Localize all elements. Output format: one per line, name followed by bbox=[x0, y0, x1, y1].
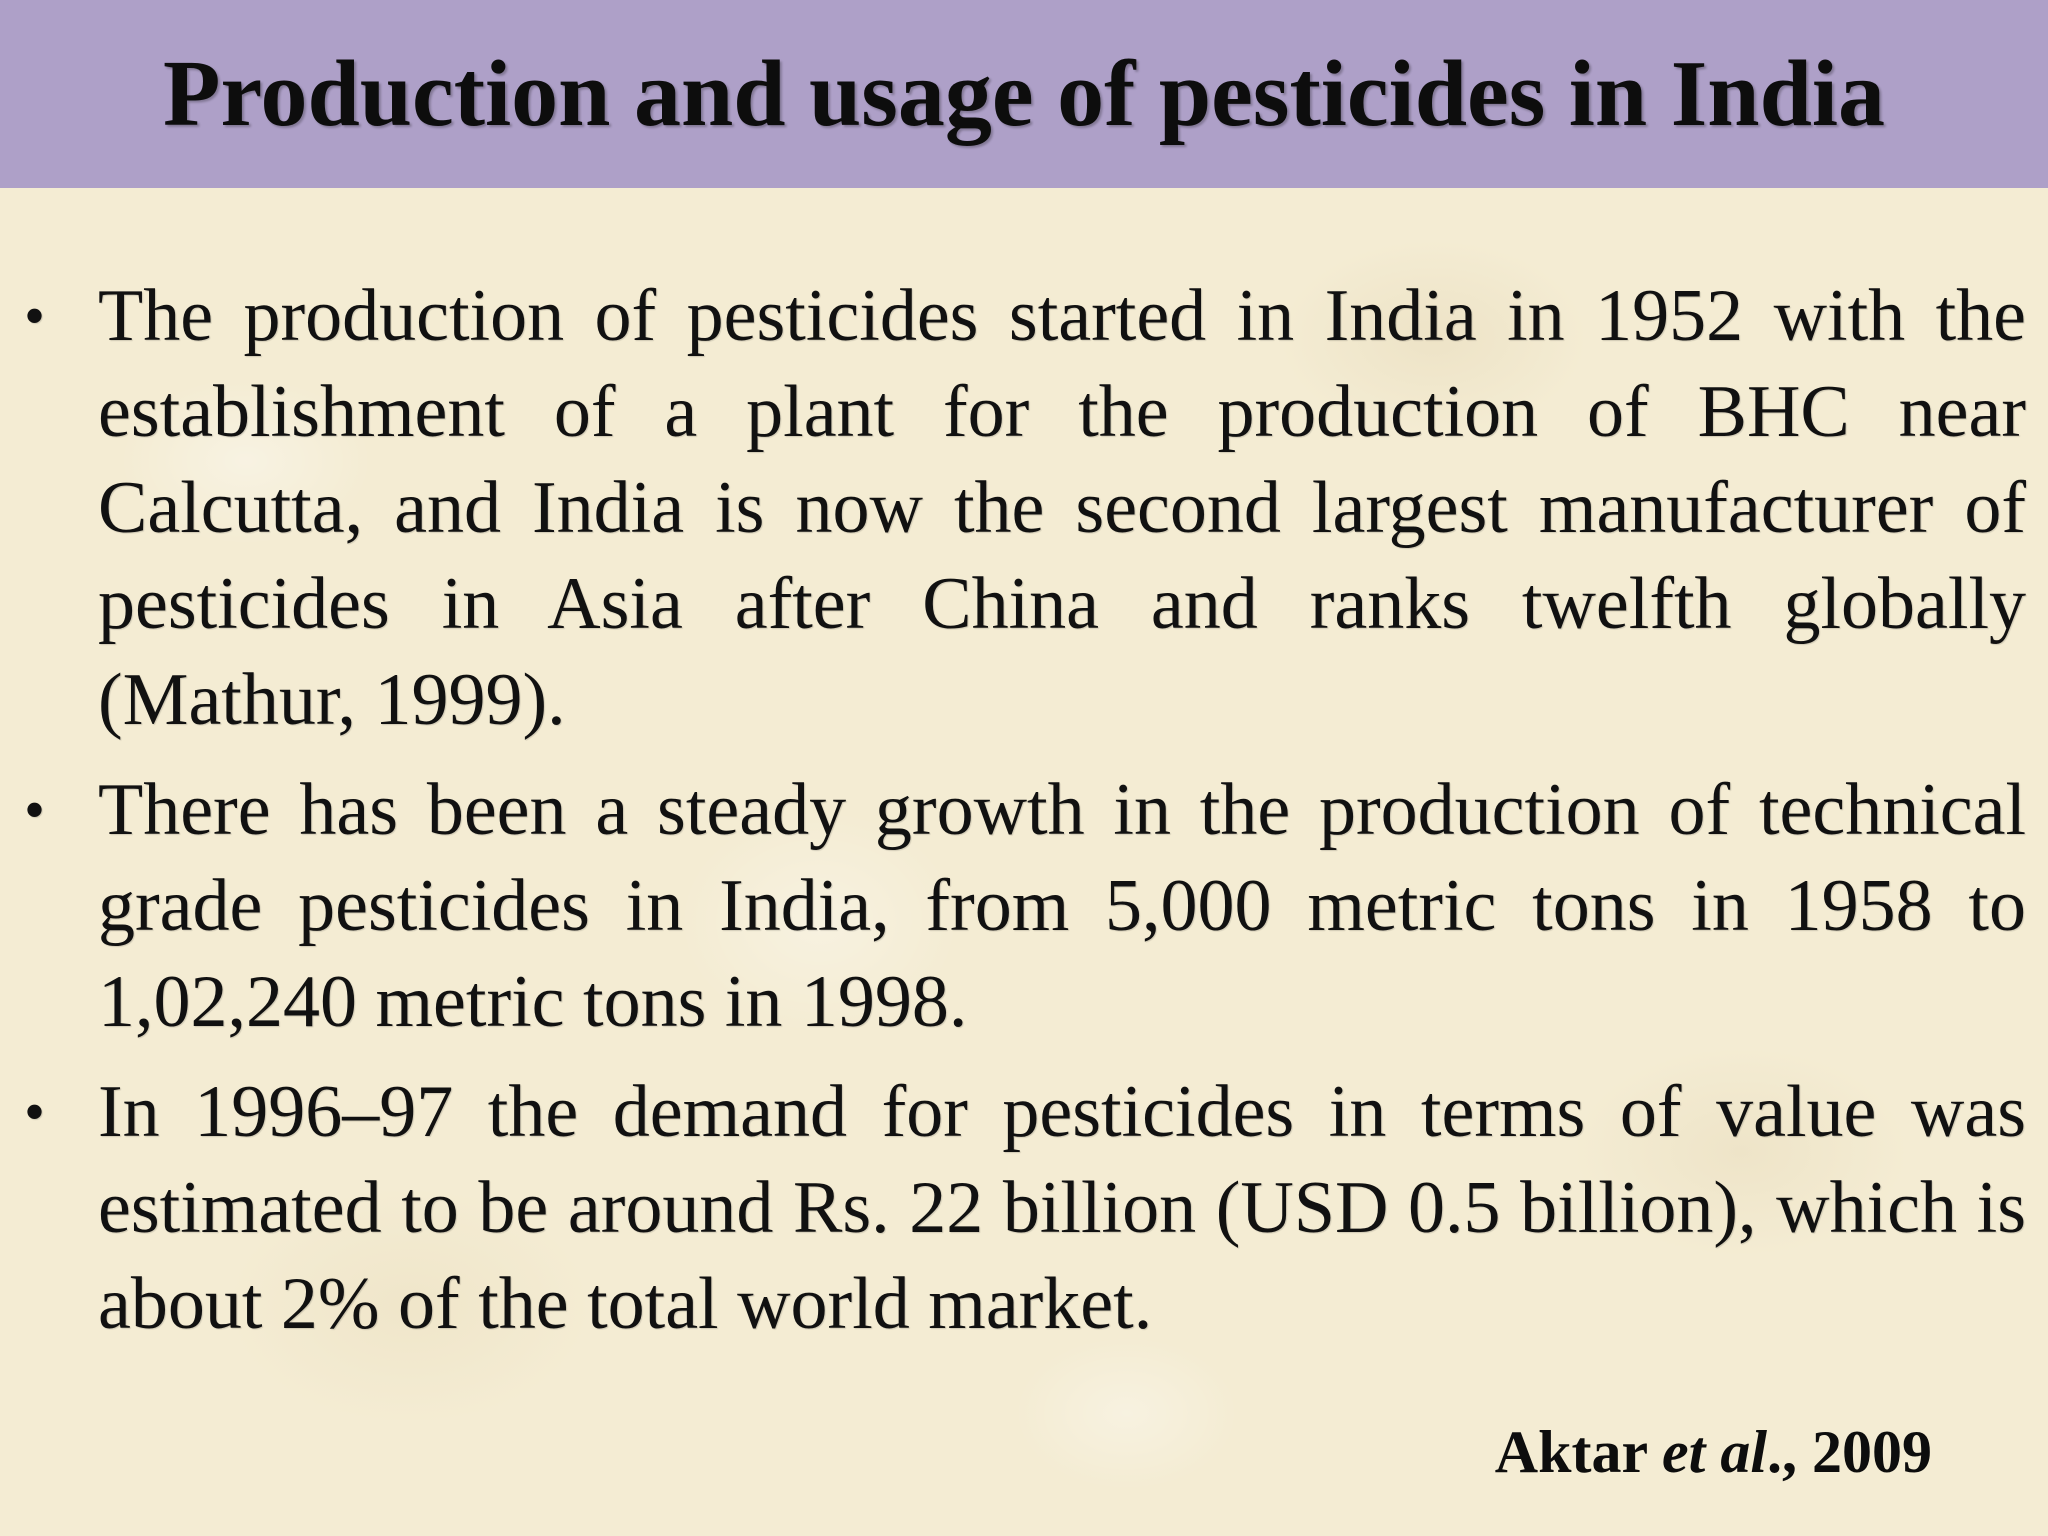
citation-author: Aktar bbox=[1494, 1419, 1663, 1485]
bullet-item: • In 1996–97 the demand for pesticides i… bbox=[0, 1064, 2048, 1352]
bullet-marker: • bbox=[24, 777, 46, 843]
bullet-marker: • bbox=[24, 1079, 46, 1145]
bullet-item: • The production of pesticides started i… bbox=[0, 268, 2048, 748]
bullet-marker: • bbox=[24, 283, 46, 349]
citation-etal: et al bbox=[1662, 1419, 1767, 1485]
bullet-text: The production of pesticides started in … bbox=[98, 275, 2026, 741]
bullet-list: • The production of pesticides started i… bbox=[0, 268, 2048, 1352]
citation: Aktar et al., 2009 bbox=[1495, 1418, 1932, 1487]
bullet-text: In 1996–97 the demand for pesticides in … bbox=[98, 1071, 2026, 1345]
citation-year: ., 2009 bbox=[1767, 1419, 1932, 1485]
bullet-item: • There has been a steady growth in the … bbox=[0, 762, 2048, 1050]
slide-title: Production and usage of pesticides in In… bbox=[163, 42, 1885, 146]
bullet-text: There has been a steady growth in the pr… bbox=[98, 769, 2026, 1043]
title-bar: Production and usage of pesticides in In… bbox=[0, 0, 2048, 188]
